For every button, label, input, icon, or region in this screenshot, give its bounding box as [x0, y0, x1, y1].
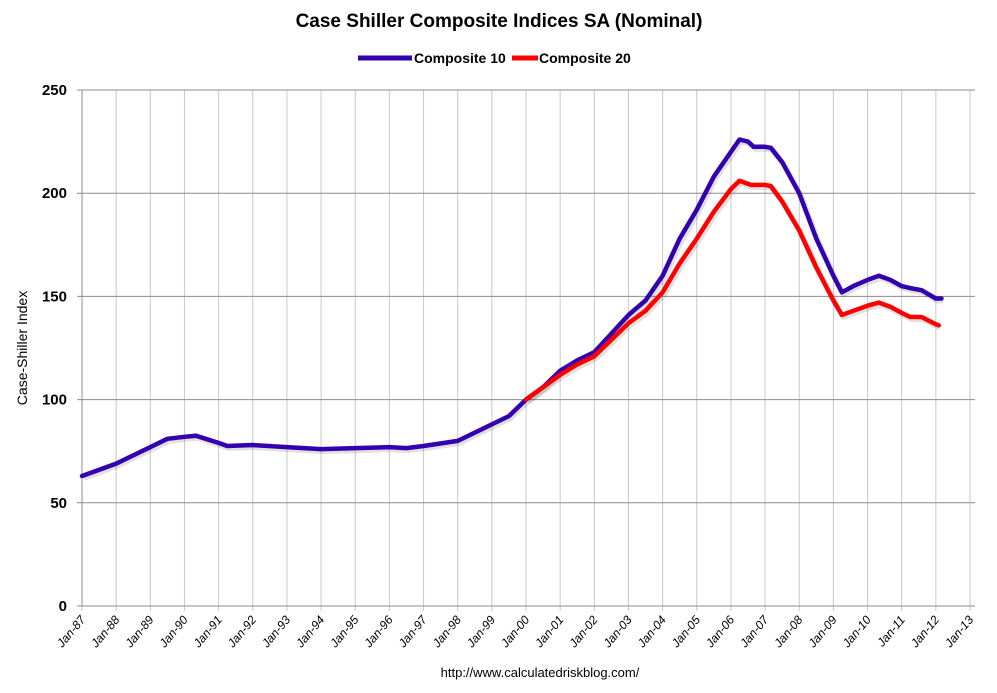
- y-tick-label: 100: [42, 392, 67, 409]
- y-axis-label: Case-Shiller Index: [14, 291, 30, 405]
- x-tick-label: Jan-04: [634, 613, 669, 651]
- x-tick-label: Jan-07: [736, 612, 772, 651]
- x-tick-label: Jan-92: [224, 613, 259, 651]
- x-tick-label: Jan-98: [429, 613, 464, 651]
- x-tick-label: Jan-96: [361, 613, 396, 651]
- x-axis: Jan-87 Jan-88 Jan-89 Jan-90 Jan-91 Jan-92 Jan-…: [53, 612, 976, 651]
- y-tick-label: 200: [42, 185, 67, 202]
- x-tick-label: Jan-88: [87, 613, 122, 651]
- x-tick-label: Jan-11: [874, 613, 908, 650]
- x-tick-label: Jan-00: [497, 613, 532, 651]
- x-tick-label: Jan-91: [190, 613, 225, 651]
- legend: Composite 10 Composite 20: [358, 50, 631, 66]
- x-tick-label: Jan-12: [907, 613, 942, 651]
- series-line-composite-20: [523, 178, 941, 402]
- x-tick-label: Jan-03: [600, 613, 635, 651]
- plot-area: [82, 90, 975, 606]
- y-tick-label: 150: [42, 288, 67, 305]
- y-tick-label: 250: [42, 82, 67, 99]
- source-url: http://www.calculatedriskblog.com/: [441, 665, 640, 680]
- series-line-composite-10: [79, 137, 944, 479]
- legend-label-composite-20: Composite 20: [539, 50, 631, 66]
- x-tick-label: Jan-90: [156, 613, 191, 651]
- chart-title: Case Shiller Composite Indices SA (Nomin…: [296, 11, 703, 32]
- x-tick-label: Jan-10: [839, 613, 874, 651]
- grid: [77, 89, 975, 611]
- x-tick-label: Jan-95: [327, 613, 362, 651]
- x-tick-label: Jan-89: [122, 613, 157, 651]
- x-tick-label: Jan-87: [53, 612, 89, 651]
- x-tick-label: Jan-93: [258, 613, 293, 651]
- y-axis: 0 50 100 150 200 250: [42, 82, 67, 615]
- legend-label-composite-10: Composite 10: [414, 50, 506, 66]
- x-tick-label: Jan-06: [702, 613, 737, 651]
- x-tick-label: Jan-05: [668, 613, 703, 651]
- y-tick-label: 0: [59, 598, 67, 615]
- x-tick-label: Jan-99: [463, 613, 498, 651]
- x-tick-label: Jan-13: [941, 613, 976, 651]
- x-tick-label: Jan-97: [395, 612, 431, 651]
- x-tick-label: Jan-09: [805, 613, 840, 651]
- x-tick-label: Jan-02: [566, 613, 601, 651]
- x-tick-label: Jan-01: [531, 613, 566, 651]
- x-tick-label: Jan-08: [771, 613, 806, 651]
- y-tick-label: 50: [50, 495, 67, 512]
- series-lines: [79, 137, 944, 481]
- x-tick-label: Jan-94: [292, 613, 327, 651]
